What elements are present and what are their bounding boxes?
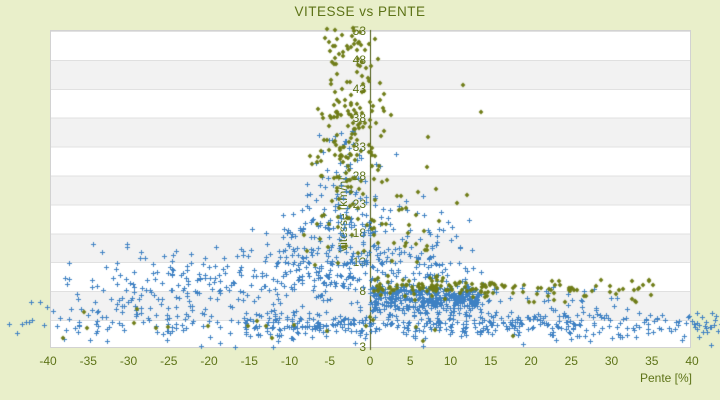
scatter-points-canvas	[0, 0, 720, 400]
scatter-chart-figure: { "figure": { "width": 720, "height": 40…	[0, 0, 720, 400]
figure-root: VITESSE vs PENTE 53484338332823181383 -4…	[0, 0, 720, 400]
